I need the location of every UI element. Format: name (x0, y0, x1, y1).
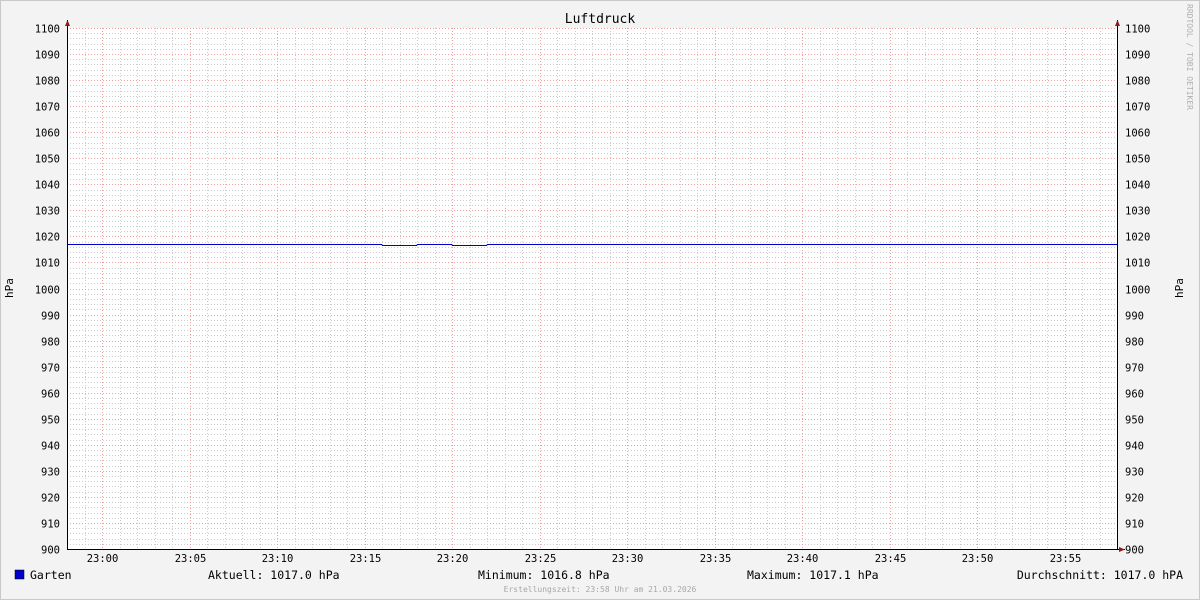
y-axis-label-left: hPa (3, 278, 16, 298)
legend-average: Durchschnitt: 1017.0 hPA (1017, 568, 1183, 582)
y-tick-label-left: 970 (41, 363, 60, 375)
legend-minimum: Minimum: 1016.8 hPa (478, 568, 610, 582)
legend-swatch-garten (14, 569, 25, 580)
x-tick-label: 23:25 (525, 553, 557, 565)
y-tick-label-right: 1050 (1125, 154, 1150, 166)
y-tick-label-right: 1090 (1125, 50, 1150, 62)
y-tick-label-right: 990 (1125, 311, 1144, 323)
y-tick-label-left: 1050 (35, 154, 60, 166)
footer-timestamp: Erstellungszeit: 23:58 Uhr am 21.03.2026 (504, 585, 697, 594)
y-tick-label-left: 1030 (35, 206, 60, 218)
legend-series-name: Garten (30, 568, 72, 582)
y-tick-label-right: 1040 (1125, 180, 1150, 192)
y-tick-label-right: 1010 (1125, 258, 1150, 270)
x-tick-label: 23:20 (437, 553, 469, 565)
x-tick-label: 23:45 (875, 553, 907, 565)
y-tick-label-right: 1100 (1125, 24, 1150, 36)
y-tick-label-left: 920 (41, 493, 60, 505)
y-axis-label-right: hPa (1173, 278, 1186, 298)
y-tick-label-left: 980 (41, 337, 60, 349)
y-tick-label-right: 930 (1125, 467, 1144, 479)
chart-title: Luftdruck (565, 12, 636, 27)
y-tick-label-left: 940 (41, 441, 60, 453)
x-tick-label: 23:35 (700, 553, 732, 565)
plot-area (67, 28, 1117, 549)
y-tick-label-left: 1060 (35, 128, 60, 140)
y-tick-label-right: 940 (1125, 441, 1144, 453)
y-tick-label-left: 910 (41, 519, 60, 531)
y-tick-label-right: 920 (1125, 493, 1144, 505)
y-tick-label-left: 1090 (35, 50, 60, 62)
x-tick-label: 23:55 (1050, 553, 1082, 565)
x-tick-label: 23:15 (350, 553, 382, 565)
y-axis-arrow-left-icon (65, 20, 70, 26)
y-tick-label-right: 1080 (1125, 76, 1150, 88)
y-tick-label-left: 1080 (35, 76, 60, 88)
x-tick-label: 23:10 (262, 553, 294, 565)
y-tick-label-left: 900 (41, 545, 60, 557)
x-tick-label: 23:50 (962, 553, 994, 565)
y-tick-label-right: 960 (1125, 389, 1144, 401)
x-axis-arrow-icon (1119, 547, 1125, 552)
x-tick-label: 23:05 (175, 553, 207, 565)
y-tick-label-right: 950 (1125, 415, 1144, 427)
x-tick-label: 23:30 (612, 553, 644, 565)
y-tick-label-left: 1000 (35, 285, 60, 297)
y-tick-label-left: 1070 (35, 102, 60, 114)
y-tick-label-right: 980 (1125, 337, 1144, 349)
y-tick-label-right: 1070 (1125, 102, 1150, 114)
y-tick-label-left: 1100 (35, 24, 60, 36)
y-tick-label-left: 930 (41, 467, 60, 479)
legend-maximum: Maximum: 1017.1 hPa (747, 568, 879, 582)
y-tick-label-right: 910 (1125, 519, 1144, 531)
y-tick-label-left: 990 (41, 311, 60, 323)
y-tick-label-left: 960 (41, 389, 60, 401)
y-tick-label-left: 1040 (35, 180, 60, 192)
y-axis-arrow-right-icon (1115, 20, 1120, 26)
watermark: RRDTOOL / TOBI OETIKER (1185, 4, 1194, 110)
y-tick-label-right: 1020 (1125, 232, 1150, 244)
y-tick-label-right: 900 (1125, 545, 1144, 557)
y-tick-label-right: 1060 (1125, 128, 1150, 140)
legend-current: Aktuell: 1017.0 hPa (208, 568, 340, 582)
y-tick-label-left: 1020 (35, 232, 60, 244)
y-tick-label-left: 1010 (35, 258, 60, 270)
x-tick-label: 23:00 (87, 553, 119, 565)
y-tick-label-right: 970 (1125, 363, 1144, 375)
y-tick-label-right: 1030 (1125, 206, 1150, 218)
x-tick-label: 23:40 (787, 553, 819, 565)
y-tick-label-left: 950 (41, 415, 60, 427)
y-tick-label-right: 1000 (1125, 285, 1150, 297)
